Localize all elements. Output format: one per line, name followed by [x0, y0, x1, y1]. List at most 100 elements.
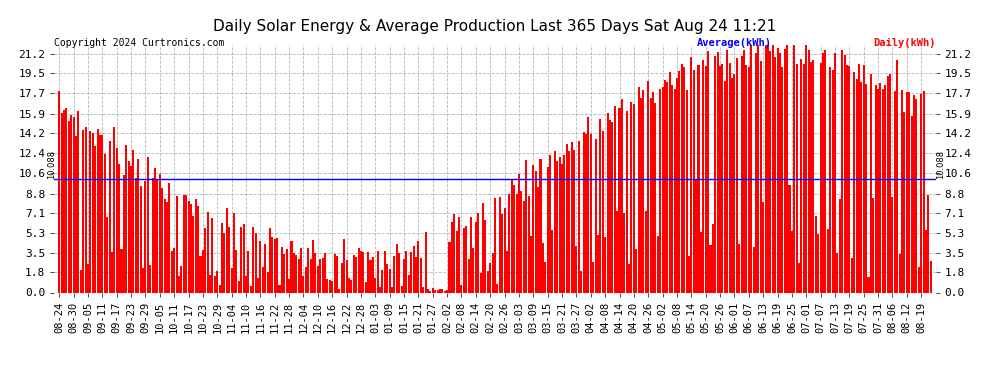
Bar: [530, 237, 532, 292]
Bar: [669, 72, 671, 292]
Bar: [175, 196, 177, 292]
Bar: [386, 264, 388, 292]
Bar: [820, 63, 822, 292]
Bar: [276, 238, 278, 292]
Bar: [154, 168, 156, 292]
Bar: [190, 204, 192, 292]
Bar: [549, 154, 551, 292]
Bar: [106, 217, 108, 292]
Bar: [624, 213, 626, 292]
Bar: [700, 232, 702, 292]
Bar: [896, 60, 898, 292]
Bar: [595, 139, 597, 292]
Bar: [229, 226, 231, 292]
Bar: [254, 233, 256, 292]
Bar: [121, 249, 123, 292]
Bar: [511, 178, 513, 292]
Bar: [825, 51, 827, 292]
Bar: [853, 72, 855, 292]
Bar: [472, 248, 474, 292]
Bar: [384, 251, 386, 292]
Bar: [752, 247, 754, 292]
Bar: [118, 164, 120, 292]
Bar: [920, 94, 923, 292]
Bar: [145, 181, 147, 292]
Bar: [460, 285, 462, 292]
Bar: [707, 51, 709, 292]
Bar: [163, 200, 165, 292]
Bar: [238, 281, 240, 292]
Bar: [266, 272, 268, 292]
Bar: [142, 268, 145, 292]
Bar: [722, 64, 724, 292]
Bar: [214, 276, 216, 292]
Bar: [774, 57, 776, 292]
Text: Copyright 2024 Curtronics.com: Copyright 2024 Curtronics.com: [54, 38, 225, 48]
Bar: [156, 180, 158, 292]
Bar: [659, 89, 661, 292]
Bar: [58, 91, 60, 292]
Bar: [786, 45, 788, 292]
Bar: [590, 134, 592, 292]
Bar: [808, 50, 810, 292]
Bar: [273, 239, 276, 292]
Bar: [544, 262, 546, 292]
Bar: [535, 171, 537, 292]
Bar: [249, 285, 251, 292]
Bar: [80, 270, 82, 292]
Bar: [312, 240, 314, 292]
Bar: [221, 223, 223, 292]
Bar: [801, 59, 803, 292]
Bar: [126, 145, 128, 292]
Bar: [714, 56, 717, 292]
Bar: [817, 234, 820, 292]
Bar: [197, 207, 199, 292]
Bar: [236, 250, 238, 292]
Bar: [652, 92, 654, 292]
Bar: [195, 199, 197, 292]
Bar: [843, 55, 845, 292]
Bar: [647, 81, 649, 292]
Bar: [243, 224, 245, 292]
Bar: [364, 282, 366, 292]
Bar: [458, 217, 460, 292]
Bar: [135, 178, 137, 292]
Bar: [724, 81, 726, 292]
Bar: [845, 65, 848, 292]
Bar: [63, 110, 65, 292]
Bar: [558, 157, 560, 292]
Bar: [317, 267, 319, 292]
Bar: [661, 87, 663, 292]
Bar: [803, 64, 805, 292]
Bar: [911, 116, 913, 292]
Bar: [427, 289, 429, 292]
Bar: [283, 254, 285, 292]
Bar: [420, 258, 422, 292]
Bar: [82, 130, 84, 292]
Bar: [389, 269, 391, 292]
Bar: [257, 278, 259, 292]
Bar: [298, 260, 300, 292]
Bar: [482, 203, 484, 292]
Bar: [339, 289, 341, 292]
Bar: [72, 117, 74, 292]
Bar: [923, 92, 925, 292]
Bar: [621, 99, 623, 292]
Bar: [705, 66, 707, 292]
Bar: [772, 45, 774, 292]
Bar: [442, 289, 444, 292]
Bar: [499, 196, 501, 292]
Bar: [278, 285, 280, 292]
Bar: [688, 256, 690, 292]
Bar: [151, 177, 153, 292]
Bar: [178, 276, 180, 292]
Bar: [587, 117, 589, 292]
Bar: [640, 98, 643, 292]
Bar: [769, 51, 771, 292]
Bar: [271, 237, 273, 292]
Bar: [372, 257, 374, 292]
Bar: [494, 198, 496, 292]
Bar: [791, 231, 793, 292]
Bar: [408, 275, 410, 292]
Bar: [779, 53, 781, 292]
